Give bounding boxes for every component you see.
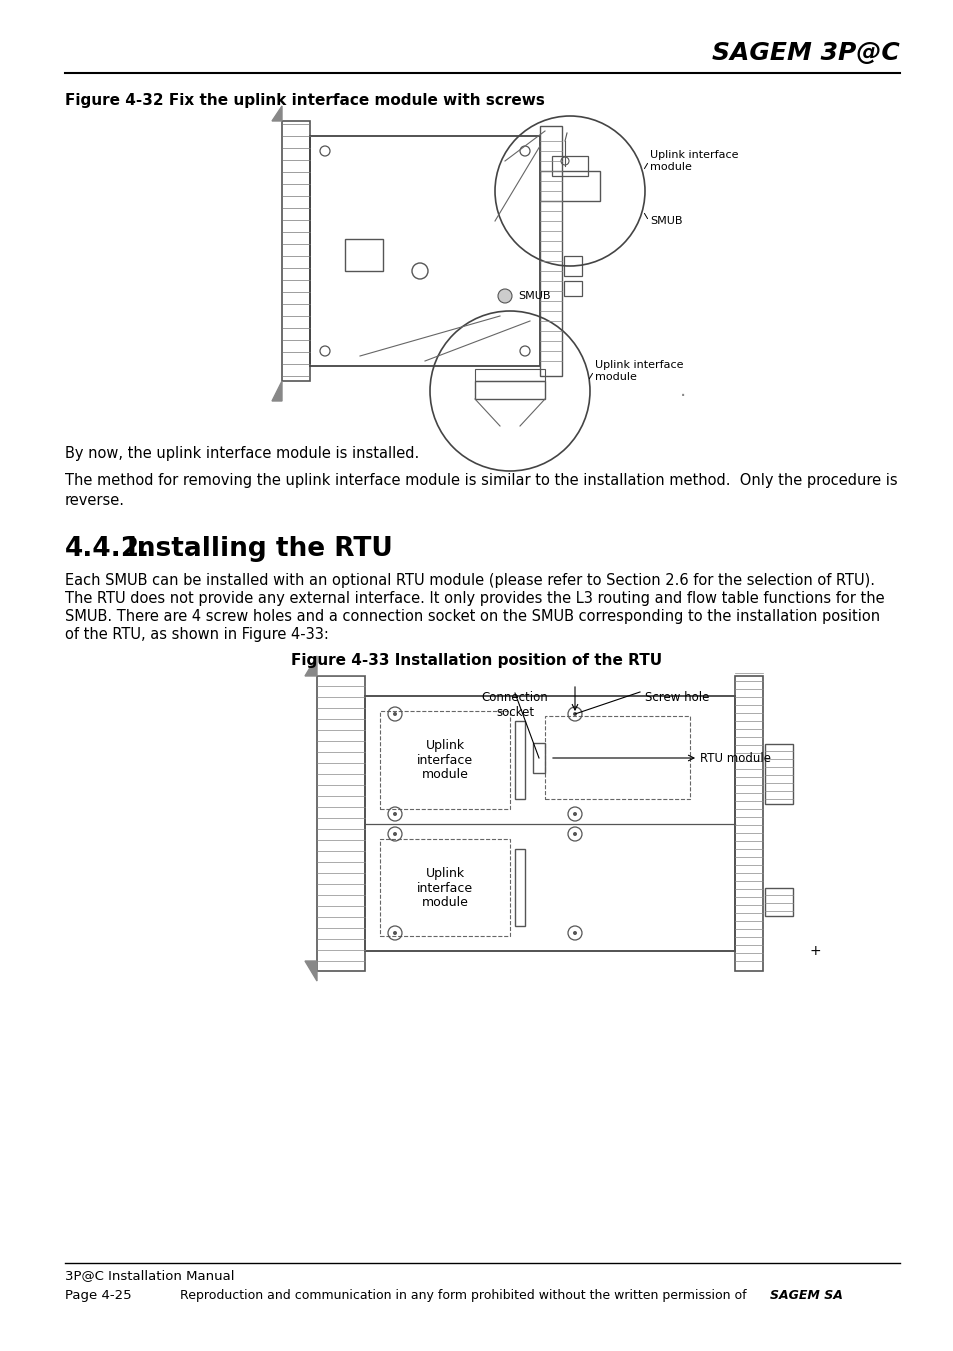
Bar xyxy=(316,676,365,971)
Text: By now, the uplink interface module is installed.: By now, the uplink interface module is i… xyxy=(65,446,418,461)
Bar xyxy=(544,716,689,798)
Text: Uplink interface
module: Uplink interface module xyxy=(649,150,738,172)
Bar xyxy=(764,744,792,804)
Bar xyxy=(563,281,581,296)
Bar xyxy=(345,239,382,272)
Circle shape xyxy=(393,931,396,935)
Bar xyxy=(764,888,792,916)
Text: .: . xyxy=(679,381,685,400)
Bar xyxy=(533,743,544,773)
Circle shape xyxy=(497,289,512,303)
Text: Reproduction and communication in any form prohibited without the written permis: Reproduction and communication in any fo… xyxy=(180,1289,750,1302)
Circle shape xyxy=(573,931,577,935)
Text: SAGEM 3P@C: SAGEM 3P@C xyxy=(712,41,899,65)
Bar xyxy=(282,122,310,381)
Bar xyxy=(365,696,734,951)
Text: SMUB: SMUB xyxy=(517,290,550,301)
Bar xyxy=(379,839,510,936)
Text: Screw hole: Screw hole xyxy=(644,690,709,704)
Circle shape xyxy=(573,832,577,836)
Text: 4.4.2.: 4.4.2. xyxy=(65,536,150,562)
Polygon shape xyxy=(305,961,316,981)
Text: Installing the RTU: Installing the RTU xyxy=(127,536,393,562)
Bar xyxy=(475,381,544,399)
Bar xyxy=(379,711,510,809)
Circle shape xyxy=(393,832,396,836)
Text: The RTU does not provide any external interface. It only provides the L3 routing: The RTU does not provide any external in… xyxy=(65,590,883,607)
Bar xyxy=(475,369,544,381)
Text: Uplink
interface
module: Uplink interface module xyxy=(416,866,473,909)
Text: Uplink
interface
module: Uplink interface module xyxy=(416,739,473,781)
Bar xyxy=(734,676,762,971)
Text: 3P@C Installation Manual: 3P@C Installation Manual xyxy=(65,1269,234,1282)
Circle shape xyxy=(573,712,577,716)
Text: Each SMUB can be installed with an optional RTU module (please refer to Section : Each SMUB can be installed with an optio… xyxy=(65,573,874,588)
Text: RTU module: RTU module xyxy=(700,751,770,765)
Text: Connection
socket: Connection socket xyxy=(481,690,548,719)
Circle shape xyxy=(573,812,577,816)
Bar xyxy=(539,126,561,376)
Text: SAGEM SA: SAGEM SA xyxy=(769,1289,842,1302)
Bar xyxy=(552,155,587,176)
Text: Page 4-25: Page 4-25 xyxy=(65,1289,132,1302)
Text: SMUB. There are 4 screw holes and a connection socket on the SMUB corresponding : SMUB. There are 4 screw holes and a conn… xyxy=(65,609,880,624)
Text: of the RTU, as shown in Figure 4-33:: of the RTU, as shown in Figure 4-33: xyxy=(65,627,329,642)
Bar xyxy=(310,136,539,366)
Text: The method for removing the uplink interface module is similar to the installati: The method for removing the uplink inter… xyxy=(65,473,897,508)
Text: +: + xyxy=(808,944,820,958)
Text: Figure 4-33 Installation position of the RTU: Figure 4-33 Installation position of the… xyxy=(291,653,662,667)
Bar xyxy=(539,172,599,201)
Polygon shape xyxy=(305,657,316,676)
Text: SMUB: SMUB xyxy=(649,216,681,226)
Bar xyxy=(563,255,581,276)
Bar xyxy=(515,848,524,925)
Text: Figure 4-32 Fix the uplink interface module with screws: Figure 4-32 Fix the uplink interface mod… xyxy=(65,93,544,108)
Text: Uplink interface
module: Uplink interface module xyxy=(595,361,682,382)
Circle shape xyxy=(393,812,396,816)
Bar xyxy=(515,721,524,798)
Polygon shape xyxy=(272,381,282,401)
Polygon shape xyxy=(272,105,282,122)
Circle shape xyxy=(393,712,396,716)
